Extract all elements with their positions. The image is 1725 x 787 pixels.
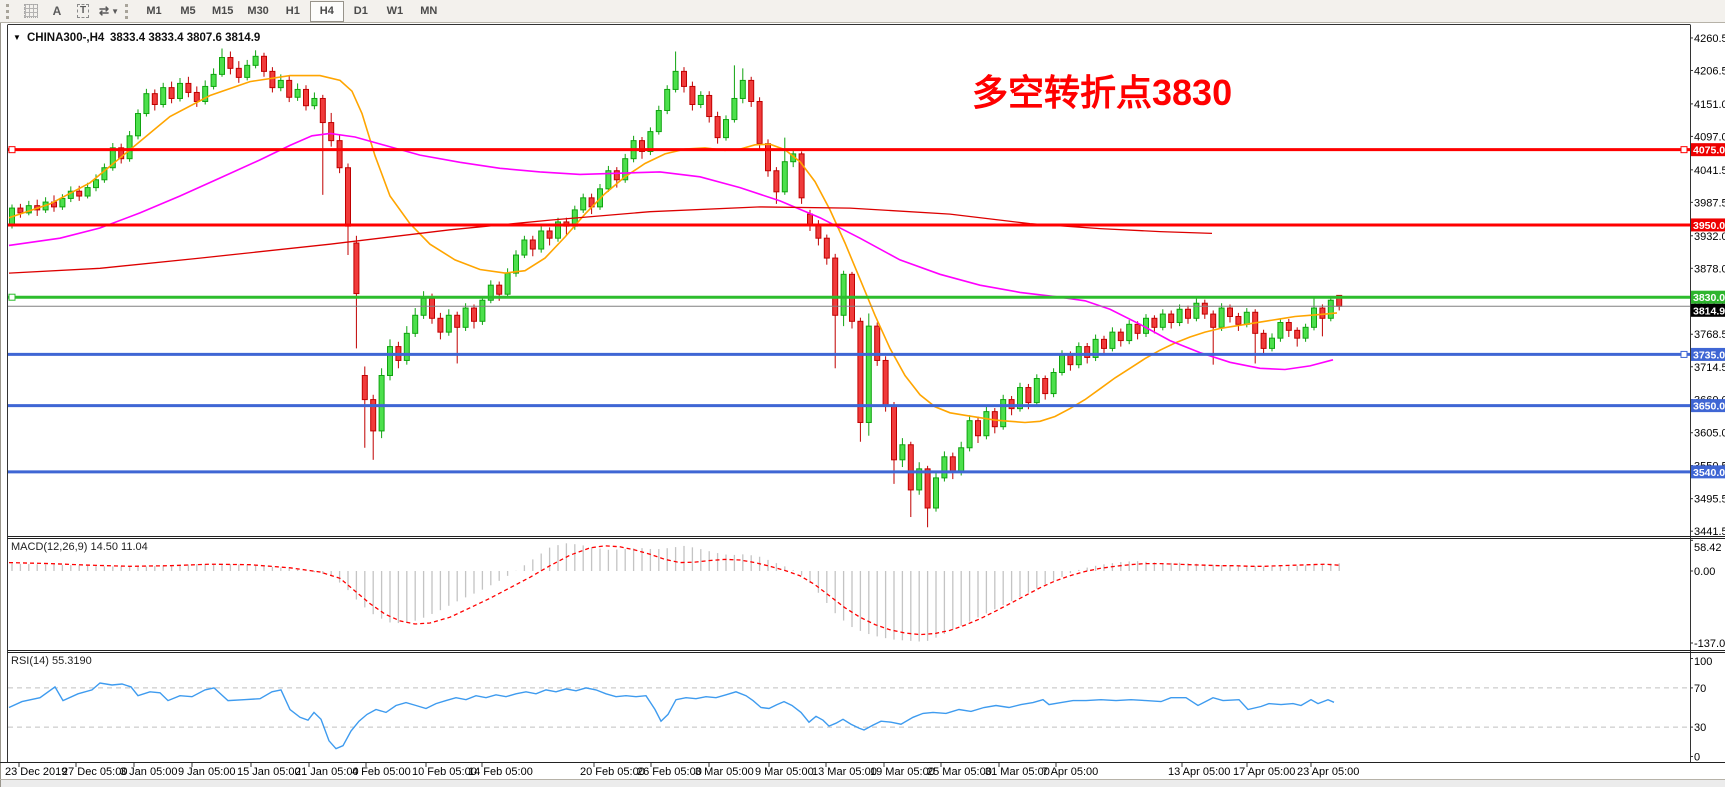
svg-text:-137.09: -137.09: [1694, 638, 1725, 650]
svg-text:0.00: 0.00: [1694, 566, 1715, 578]
svg-text:3735.0: 3735.0: [1693, 349, 1725, 361]
slow-ma: [8, 206, 1213, 274]
tf-h4-button[interactable]: H4: [309, 0, 344, 22]
rsi-line: [8, 682, 1335, 750]
chart-title-ohlc: 3833.4 3833.4 3807.6 3814.9: [110, 32, 260, 44]
svg-text:58.42: 58.42: [1694, 542, 1722, 554]
chart-area[interactable]: 4260.5 4206.5 4151.0 4097.0 4041.5 3987.5 3932…: [0, 23, 1725, 787]
time-label: 14 Feb 05:00: [468, 766, 533, 778]
toolbar-grip[interactable]: [6, 3, 15, 19]
svg-text:3441.5: 3441.5: [1694, 526, 1725, 538]
svg-text:70: 70: [1694, 683, 1706, 695]
time-label: 10 Feb 05:00: [412, 766, 477, 778]
svg-text:4075.0: 4075.0: [1693, 145, 1725, 157]
top-toolbar: A T ⇄ ▼ M1 M5 M15 M30 H1 H4 D1 W1 MN: [0, 0, 1725, 23]
annotation-text[interactable]: 多空转折点3830: [972, 72, 1232, 113]
svg-text:4260.5: 4260.5: [1694, 33, 1725, 45]
chart-title-symbol: CHINA300-,H4: [27, 32, 105, 44]
svg-text:4151.0: 4151.0: [1694, 99, 1725, 111]
time-label: 26 Feb 05:00: [637, 766, 702, 778]
time-label: 23 Dec 2019: [5, 766, 67, 778]
svg-text:30: 30: [1694, 722, 1706, 734]
tf-h1-button[interactable]: H1: [285, 5, 300, 17]
line-handle: [1680, 350, 1688, 358]
time-label: 3 Jan 05:00: [120, 766, 178, 778]
time-label: 15 Jan 05:00: [237, 766, 301, 778]
svg-text:4206.5: 4206.5: [1694, 65, 1725, 77]
text-label-icon[interactable]: T: [70, 1, 96, 22]
svg-text:3605.0: 3605.0: [1694, 428, 1725, 440]
time-label: 27 Dec 05:00: [62, 766, 127, 778]
svg-text:3830.0: 3830.0: [1693, 292, 1725, 304]
time-label: 4 Feb 05:00: [352, 766, 411, 778]
font-a-icon[interactable]: A: [52, 4, 62, 18]
time-label: 21 Jan 05:00: [295, 766, 359, 778]
svg-text:3950.0: 3950.0: [1693, 220, 1725, 232]
tf-m30-button[interactable]: M30: [247, 5, 269, 17]
svg-text:3650.0: 3650.0: [1693, 401, 1725, 413]
svg-text:3932.0: 3932.0: [1694, 231, 1725, 243]
time-label: 3 Mar 05:00: [695, 766, 754, 778]
svg-text:0: 0: [1694, 752, 1700, 764]
svg-text:3540.0: 3540.0: [1693, 467, 1725, 479]
time-label: 20 Feb 05:00: [580, 766, 645, 778]
time-label: 23 Apr 05:00: [1297, 766, 1359, 778]
line-handle: [1680, 146, 1688, 154]
rsi-panel: [8, 682, 1690, 750]
line-handle: [8, 293, 16, 301]
rsi-label: RSI(14) 55.3190: [11, 655, 92, 667]
svg-text:3878.0: 3878.0: [1694, 263, 1725, 275]
tf-m1-button[interactable]: M1: [146, 5, 162, 17]
time-label: 25 Mar 05:00: [927, 766, 992, 778]
cursor-arrows-icon[interactable]: ⇄ ▼: [99, 4, 119, 18]
svg-text:4041.5: 4041.5: [1694, 165, 1725, 177]
time-label: 17 Apr 05:00: [1233, 766, 1295, 778]
svg-text:3714.5: 3714.5: [1694, 362, 1725, 374]
price-badges: 4075.0 3950.0 3830.0 3735.0 3650.0 3540.0 3814…: [1691, 143, 1725, 479]
chevron-down-icon: ▼: [111, 6, 119, 16]
svg-text:3814.9: 3814.9: [1693, 305, 1725, 317]
svg-text:100: 100: [1694, 656, 1712, 668]
svg-text:3768.5: 3768.5: [1694, 329, 1725, 341]
moving-averages: [8, 74, 1338, 424]
time-label: 13 Apr 05:00: [1168, 766, 1230, 778]
svg-text:3987.5: 3987.5: [1694, 197, 1725, 209]
tf-w1-button[interactable]: W1: [386, 5, 404, 17]
tf-m5-button[interactable]: M5: [180, 5, 196, 17]
macd-panel: [8, 543, 1340, 642]
time-label: 7 Apr 05:00: [1042, 766, 1098, 778]
svg-text:4097.0: 4097.0: [1694, 131, 1725, 143]
mid-ma: [8, 132, 1334, 371]
tf-m15-button[interactable]: M15: [212, 5, 234, 17]
svg-text:3495.5: 3495.5: [1694, 494, 1725, 506]
macd-signal-line: [8, 545, 1340, 636]
horizontal-levels[interactable]: [8, 146, 1690, 474]
tf-mn-button[interactable]: MN: [420, 5, 438, 17]
macd-label: MACD(12,26,9) 14.50 11.04: [11, 541, 148, 553]
line-handle: [8, 146, 16, 154]
grid-icon[interactable]: [18, 1, 44, 22]
time-label: 9 Jan 05:00: [178, 766, 236, 778]
tf-d1-button[interactable]: D1: [353, 5, 368, 17]
time-label: 31 Mar 05:00: [985, 766, 1050, 778]
time-label: 19 Mar 05:00: [870, 766, 935, 778]
time-label: 9 Mar 05:00: [755, 766, 814, 778]
time-label: 13 Mar 05:00: [812, 766, 877, 778]
symbol-dropdown-icon[interactable]: ▼: [13, 33, 21, 42]
toolbar-grip[interactable]: [125, 3, 134, 19]
